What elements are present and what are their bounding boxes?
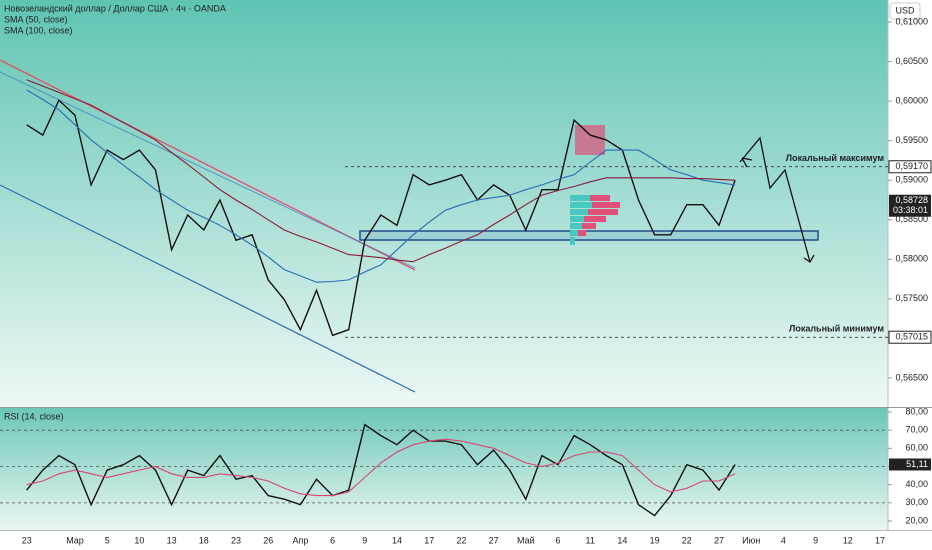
level-tag	[888, 160, 932, 174]
x-tick-label: Май	[517, 535, 535, 545]
support-zone	[359, 230, 819, 241]
y-tick-label: 60,00	[905, 443, 928, 453]
x-tick-label: 6	[555, 535, 560, 545]
arrow-head	[741, 157, 815, 263]
x-tick-label: 14	[392, 535, 402, 545]
series-line	[26, 423, 736, 517]
x-tick-label: 22	[456, 535, 466, 545]
x-tick-label: 13	[167, 535, 177, 545]
x-tick-label: 17	[875, 535, 885, 545]
rsi-pane	[0, 408, 888, 530]
x-tick-label: Мар	[66, 535, 84, 545]
countdown-label: 03:38:01	[893, 205, 928, 215]
y-tick-label: 0,59000	[895, 175, 928, 185]
x-tick-label: 17	[424, 535, 434, 545]
x-tick-label: 10	[134, 535, 144, 545]
x-tick-label: 27	[489, 535, 499, 545]
y-tick-label: 70,00	[905, 425, 928, 435]
legend-entry: RSI (14, close)	[4, 411, 64, 421]
x-tick-label: Апр	[292, 535, 308, 545]
series-line	[26, 89, 736, 283]
y-tick-label: 0,60000	[895, 95, 928, 105]
series-line	[26, 438, 736, 497]
x-tick-label: 6	[330, 535, 335, 545]
rsi-last-tag	[889, 458, 931, 471]
last-price-tag	[889, 194, 931, 217]
x-tick-label: 12	[843, 535, 853, 545]
level-tag-label: 0,57015	[895, 332, 928, 342]
legend-entry: SMA (50, close)	[4, 14, 68, 24]
x-tick-label: 14	[617, 535, 627, 545]
y-tick-label: 0,58500	[895, 214, 928, 224]
x-tick-label: 9	[813, 535, 818, 545]
x-tick-label: 23	[22, 535, 32, 545]
y-tick-label: 0,58000	[895, 254, 928, 264]
x-tick-label: 18	[199, 535, 209, 545]
x-tick-label: 23	[231, 535, 241, 545]
x-tick-label: Июн	[742, 535, 760, 545]
y-tick-label: 30,00	[905, 497, 928, 507]
channel-line	[0, 184, 416, 393]
currency-label[interactable]: USD	[895, 5, 915, 15]
last-price-label: 0,58728	[895, 195, 928, 205]
y-tick-label: 0,61000	[895, 16, 928, 26]
currency-button[interactable]	[889, 2, 921, 20]
level-text: Локальный максимум	[786, 153, 885, 163]
y-tick-label: 40,00	[905, 479, 928, 489]
trend-line	[0, 71, 416, 269]
legend-entry: SMA (100, close)	[4, 25, 73, 35]
x-tick-label: 26	[263, 535, 273, 545]
x-tick-label: 4	[781, 535, 786, 545]
volume-profile	[570, 125, 620, 245]
series-line	[26, 79, 736, 263]
y-tick-label: 80,00	[905, 406, 928, 416]
x-tick-label: 9	[362, 535, 367, 545]
y-tick-label: 20,00	[905, 515, 928, 525]
level-text: Локальный минимум	[789, 324, 884, 334]
x-tick-label: 22	[682, 535, 692, 545]
y-tick-label: 0,56500	[895, 372, 928, 382]
x-tick-label: 19	[650, 535, 660, 545]
x-tick-label: 27	[714, 535, 724, 545]
y-tick-label: 0,60500	[895, 56, 928, 66]
level-tag	[888, 330, 932, 344]
x-tick-label: 5	[105, 535, 110, 545]
series-line	[26, 99, 736, 337]
chart-title: Новозеландский доллар / Доллар США · 4ч …	[4, 3, 226, 13]
y-tick-label: 0,57500	[895, 293, 928, 303]
y-tick-label: 0,59500	[895, 135, 928, 145]
x-tick-label: 11	[586, 535, 595, 545]
price-pane	[0, 0, 888, 407]
level-tag-label: 0,59170	[895, 161, 928, 171]
forecast-arrow	[739, 136, 811, 263]
rsi-last-label: 51,11	[906, 459, 928, 469]
